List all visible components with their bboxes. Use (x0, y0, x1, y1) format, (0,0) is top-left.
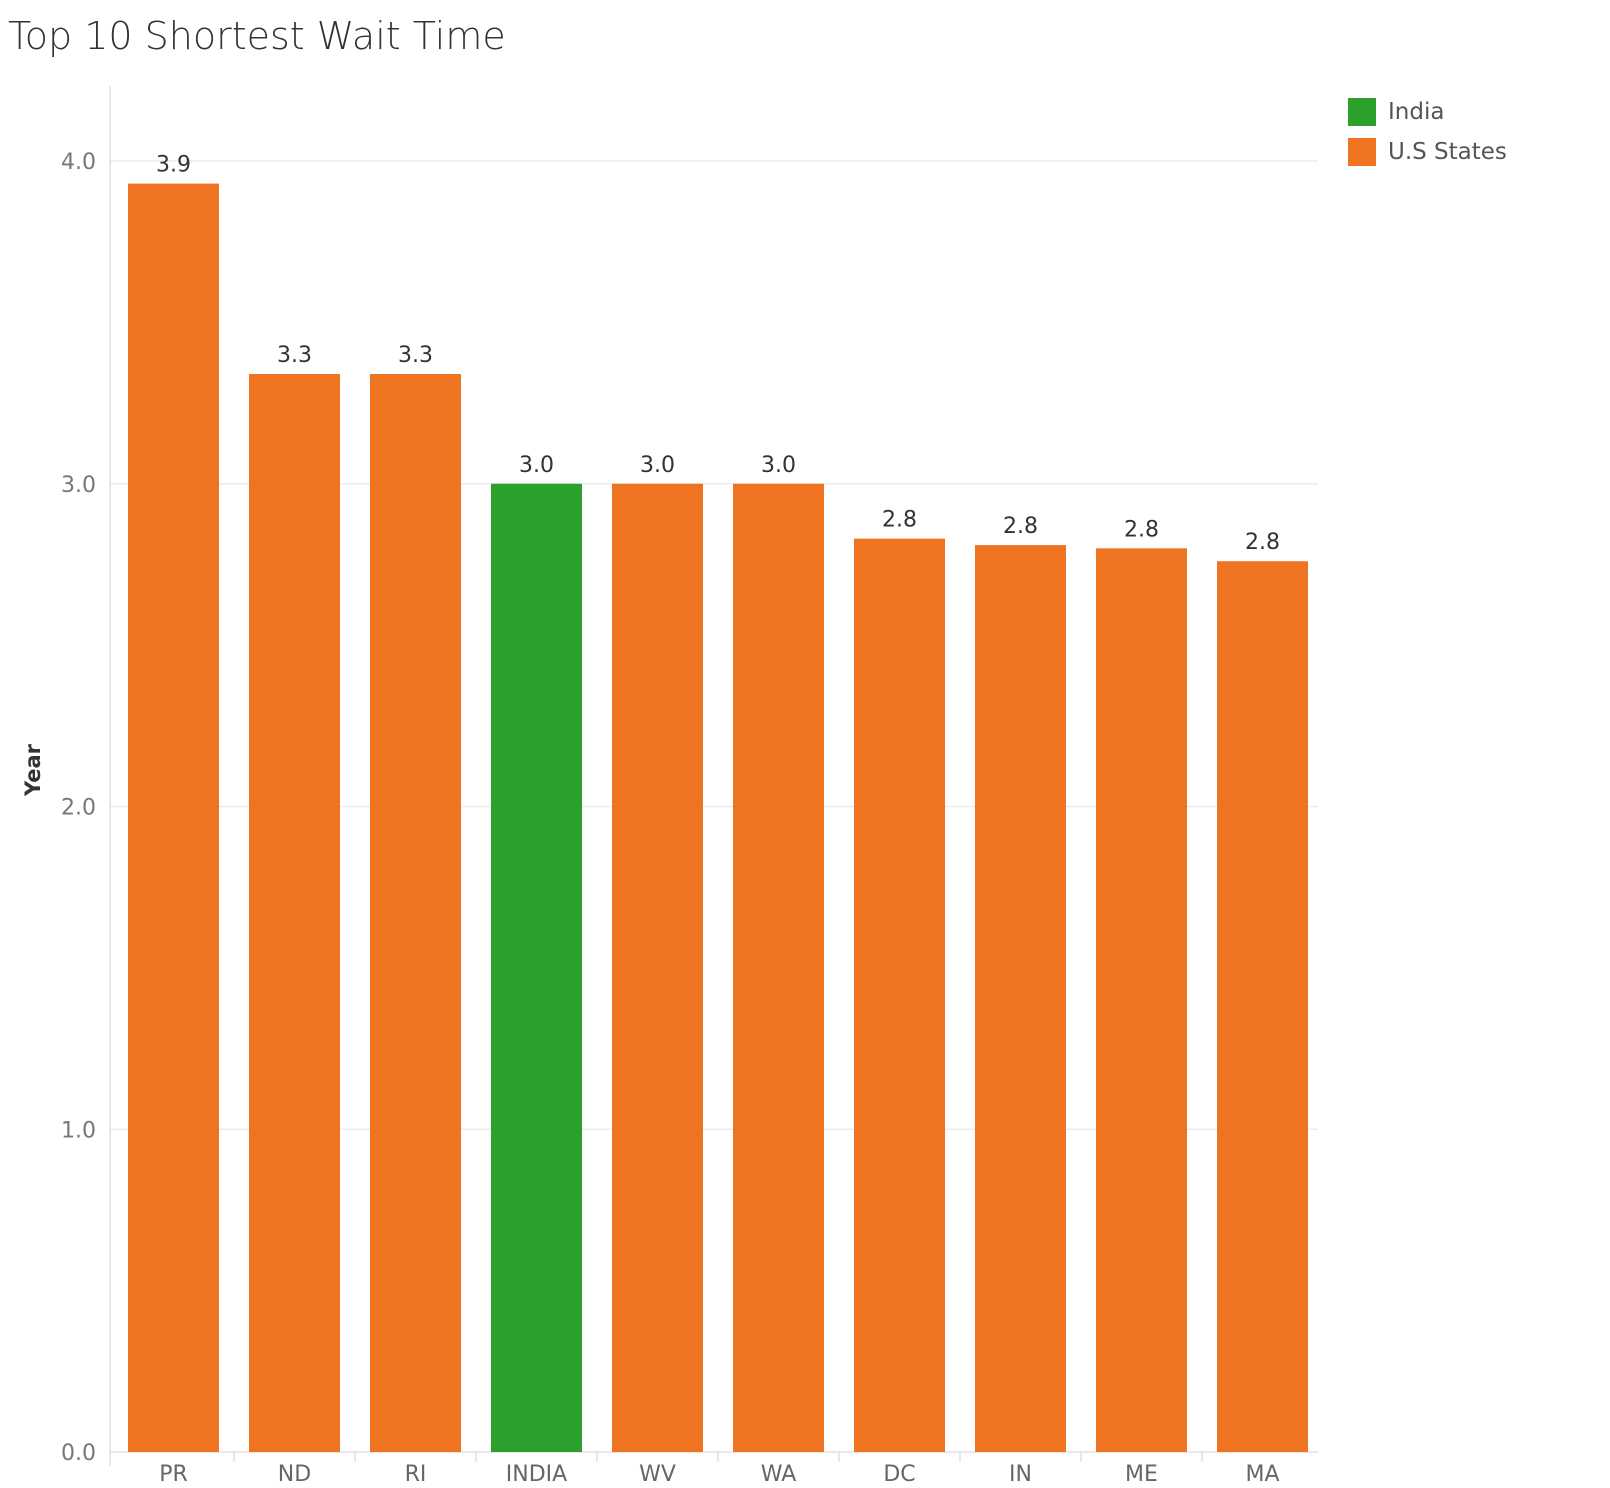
data-label-ma: 2.8 (1245, 530, 1280, 555)
y-axis-ticks: 0.0 1.0 2.0 3.0 4.0 (61, 150, 96, 1466)
data-label-me: 2.8 (1124, 517, 1159, 542)
x-category-label-wa: WA (761, 1462, 797, 1487)
bar-nd[interactable] (249, 374, 340, 1452)
x-category-label-me: ME (1125, 1462, 1158, 1487)
x-category-label-india: INDIA (506, 1462, 567, 1487)
legend-swatch-us-states (1348, 138, 1376, 166)
data-label-in: 2.8 (1003, 514, 1038, 539)
y-tick-label: 2.0 (61, 796, 96, 821)
y-tick-label: 1.0 (61, 1118, 96, 1143)
x-category-label-dc: DC (883, 1462, 915, 1487)
bars (128, 183, 1308, 1452)
legend-item-india[interactable]: India (1348, 92, 1507, 132)
data-label-india: 3.0 (519, 453, 554, 478)
bar-ma[interactable] (1217, 561, 1308, 1452)
data-label-dc: 2.8 (882, 508, 917, 533)
data-label-ri: 3.3 (398, 343, 433, 368)
bar-pr[interactable] (128, 183, 219, 1452)
legend-swatch-india (1348, 98, 1376, 126)
bar-in[interactable] (975, 545, 1066, 1452)
x-category-label-ri: RI (405, 1462, 427, 1487)
x-category-label-ma: MA (1245, 1462, 1279, 1487)
x-category-label-nd: ND (278, 1462, 311, 1487)
data-label-wa: 3.0 (761, 453, 796, 478)
data-labels: 3.9 3.3 3.3 3.0 3.0 3.0 2.8 2.8 2.8 2.8 (156, 153, 1280, 556)
x-category-label-wv: WV (639, 1462, 676, 1487)
x-category-label-pr: PR (159, 1462, 188, 1487)
y-tick-label: 3.0 (61, 473, 96, 498)
x-axis-categories: PR ND RI INDIA WV WA DC IN ME MA (159, 1462, 1279, 1487)
bar-me[interactable] (1096, 548, 1187, 1452)
y-axis-label: Year (21, 743, 45, 797)
data-label-nd: 3.3 (277, 343, 312, 368)
data-label-pr: 3.9 (156, 153, 191, 178)
legend-label-india: India (1388, 99, 1445, 125)
legend-label-us-states: U.S States (1388, 139, 1507, 165)
bar-wa[interactable] (733, 483, 824, 1452)
bar-dc[interactable] (854, 538, 945, 1452)
legend-item-us-states[interactable]: U.S States (1348, 132, 1507, 172)
y-tick-label: 4.0 (61, 150, 96, 175)
y-tick-label: 0.0 (61, 1441, 96, 1466)
chart-title: Top 10 Shortest Wait Time (8, 14, 506, 58)
bar-wv[interactable] (612, 483, 703, 1452)
data-label-wv: 3.0 (640, 453, 675, 478)
legend: India U.S States (1348, 92, 1507, 172)
bar-india[interactable] (491, 483, 582, 1452)
x-category-label-in: IN (1009, 1462, 1032, 1487)
bar-ri[interactable] (370, 374, 461, 1452)
